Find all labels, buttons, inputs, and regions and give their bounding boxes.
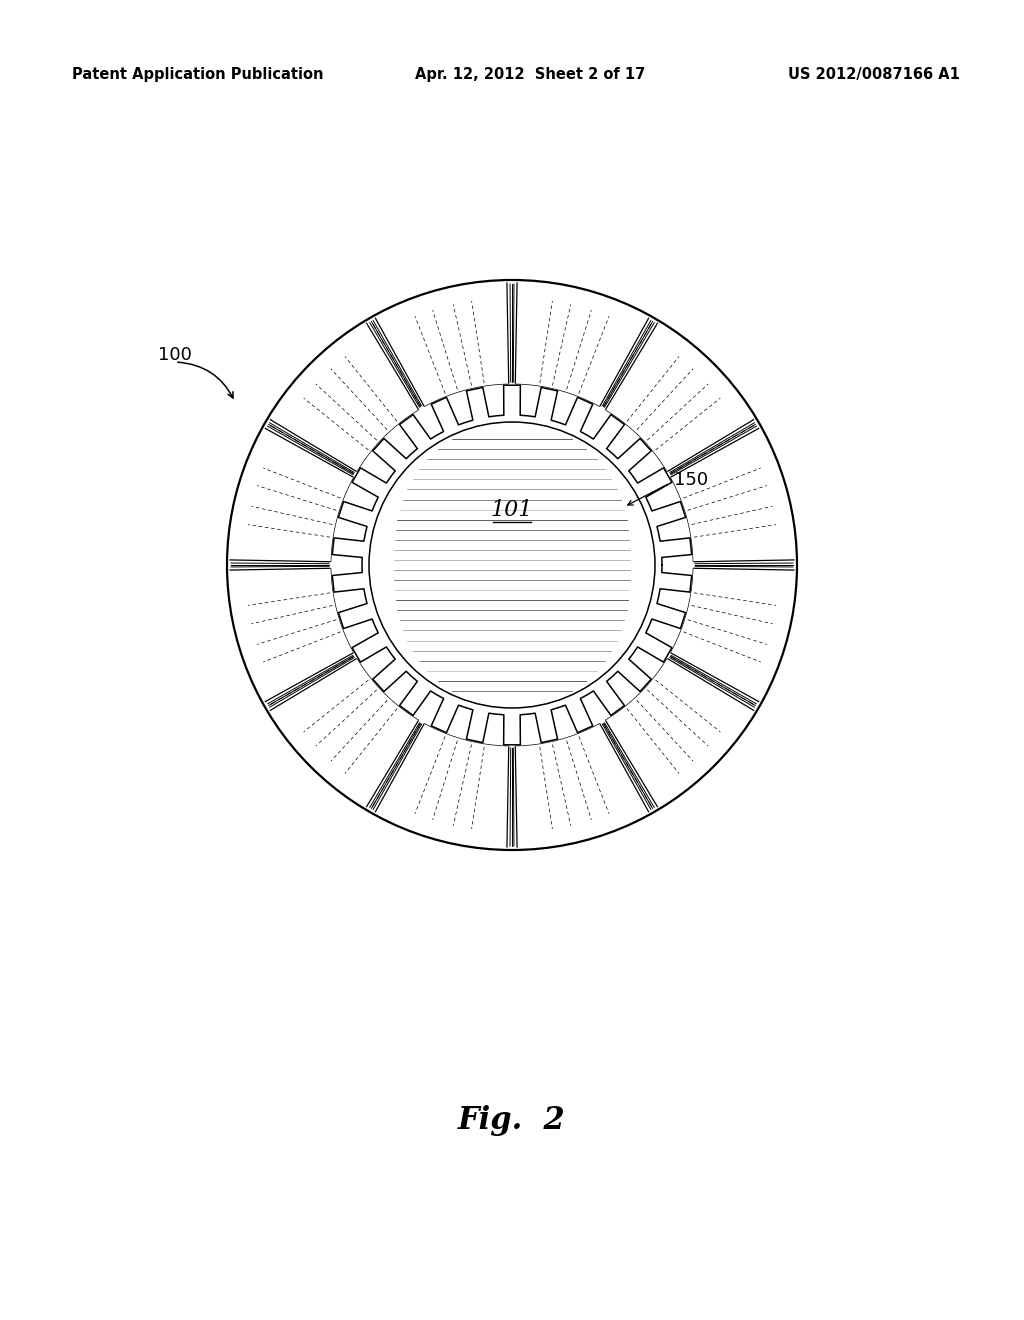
Text: Apr. 12, 2012  Sheet 2 of 17: Apr. 12, 2012 Sheet 2 of 17 (415, 67, 645, 82)
Text: 100: 100 (158, 346, 191, 364)
Text: Patent Application Publication: Patent Application Publication (72, 67, 324, 82)
Text: Fig.  2: Fig. 2 (458, 1105, 566, 1135)
Text: 101: 101 (490, 499, 534, 521)
Text: 150: 150 (674, 471, 709, 488)
Circle shape (369, 422, 655, 708)
Text: US 2012/0087166 A1: US 2012/0087166 A1 (788, 67, 961, 82)
